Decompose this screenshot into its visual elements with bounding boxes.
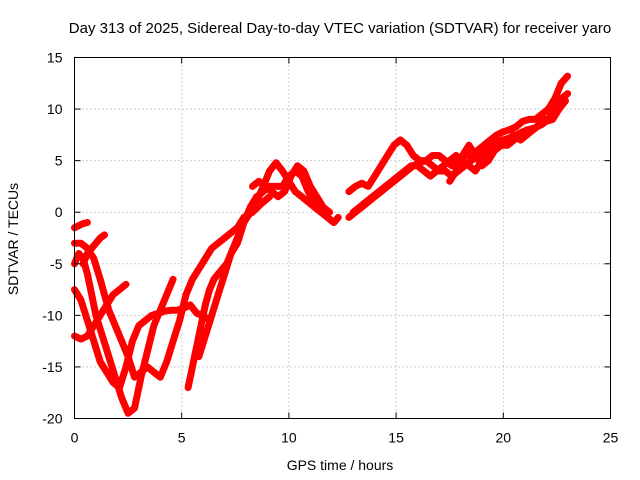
series-line-arc-2 [71,280,130,343]
series-line-arc-3 [71,250,177,417]
y-tick-label: 15 [47,50,63,66]
series-line-arc-1 [71,286,214,392]
x-tick-label: 20 [496,430,512,446]
chart-title: Day 313 of 2025, Sidereal Day-to-day VTE… [69,20,611,37]
series-line-arc-4 [71,193,274,381]
x-tick-label: 25 [603,430,619,446]
y-tick-label: -10 [42,307,62,323]
y-axis-label: SDTVAR / TECUs [5,183,21,295]
x-tick-label: 0 [71,430,79,446]
series-line-arc-9 [249,162,334,216]
series-line-arc-5 [71,219,91,232]
y-tick-label: 0 [55,204,63,220]
tick-labels: 0 5 10 15 20 25 -20 -15 -10 -5 0 5 10 15 [42,50,618,446]
y-tick-label: -5 [50,256,63,272]
y-tick-label: 5 [55,153,63,169]
series-line-arc-13 [446,115,550,185]
y-tick-label: -15 [42,359,62,375]
x-axis-label: GPS time / hours [287,457,394,473]
x-tick-label: 10 [281,430,297,446]
y-tick-label: -20 [42,411,62,427]
x-tick-label: 5 [178,430,186,446]
x-tick-label: 15 [388,430,404,446]
series-line-arc-8 [195,159,338,361]
y-tick-label: 10 [47,101,63,117]
axis-ticks [74,57,611,419]
series-group [71,72,572,417]
series-line-arc-6 [79,231,108,268]
grid [74,57,611,419]
plot-frame [74,57,611,419]
